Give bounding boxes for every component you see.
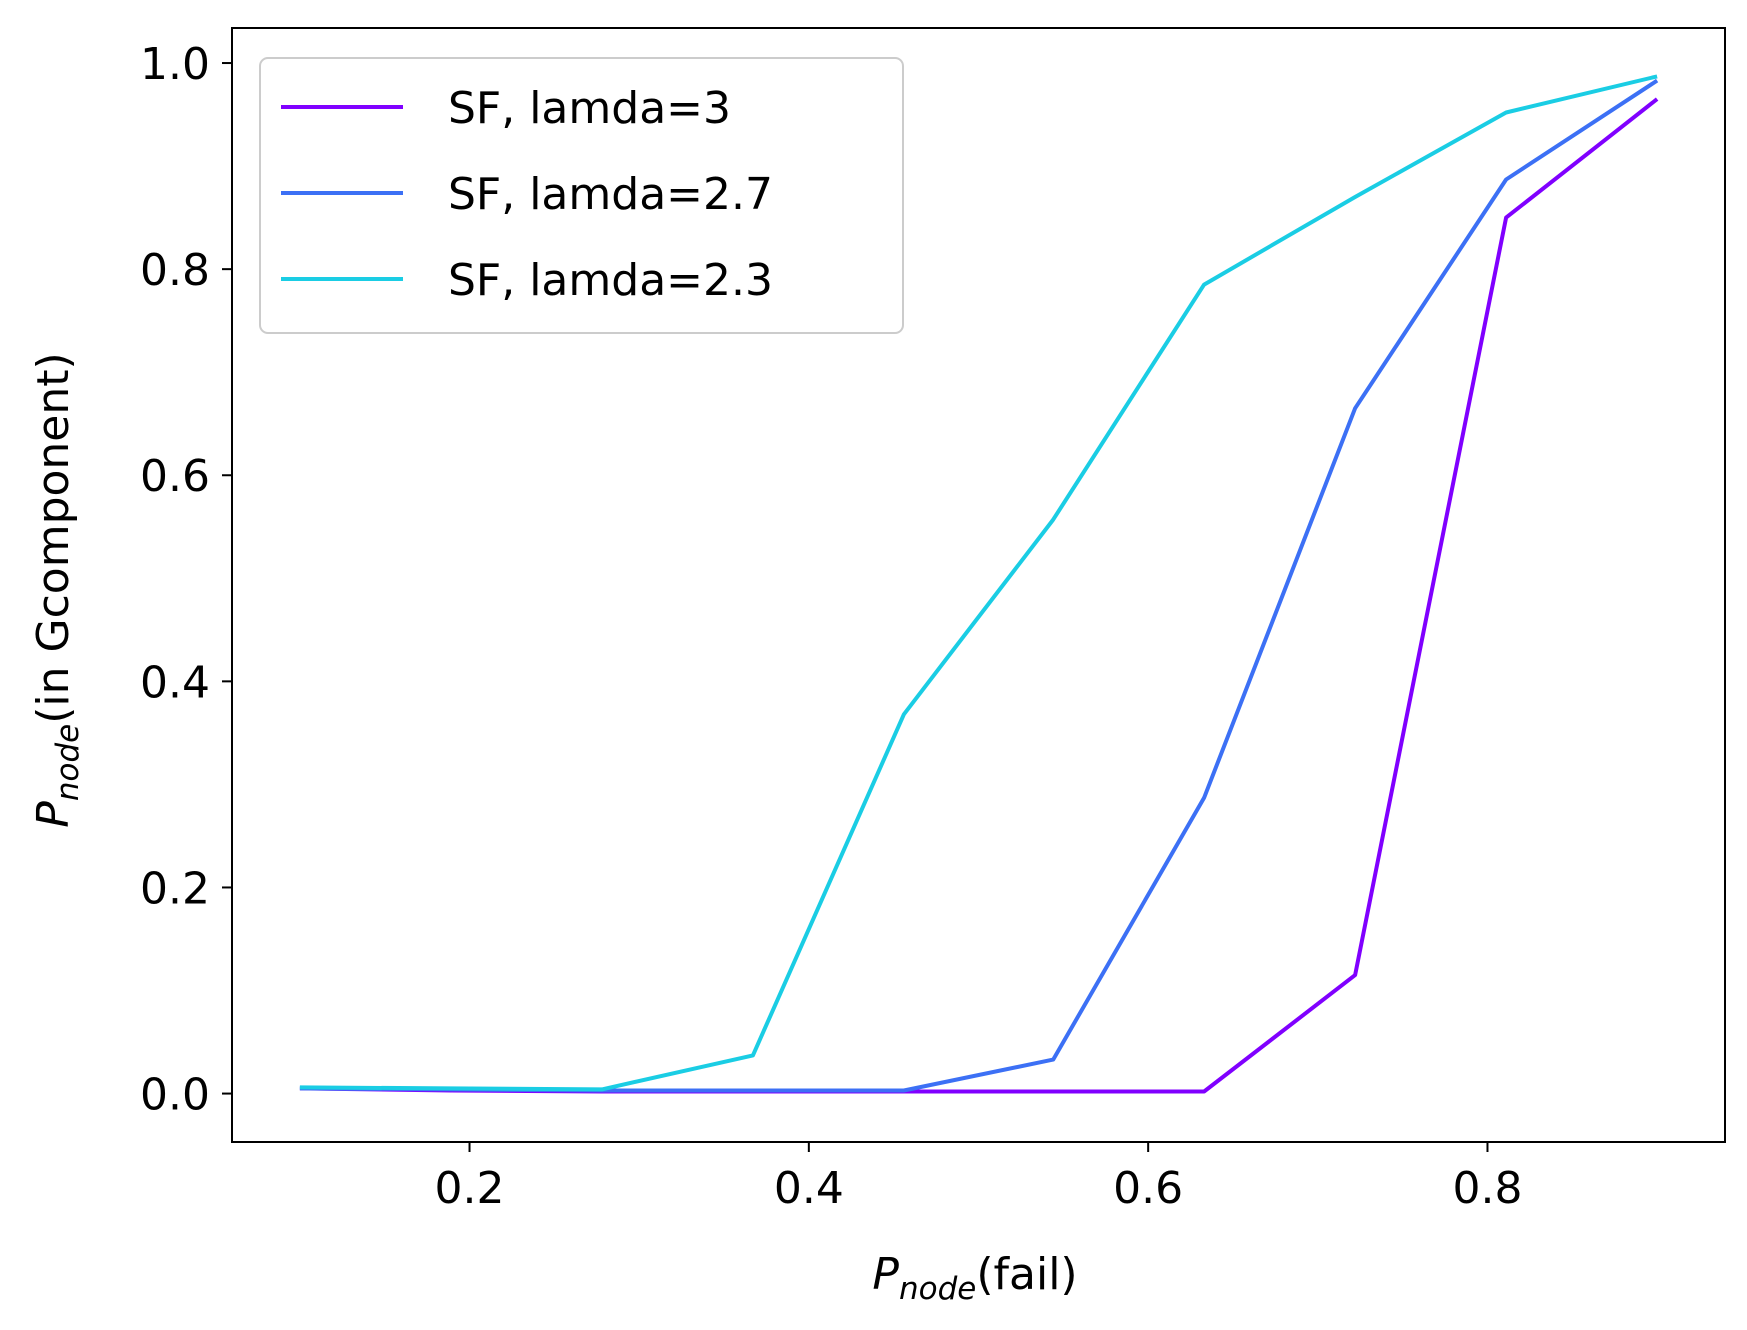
y-tick-label: 0.6 <box>140 451 210 502</box>
y-tick-label: 0.4 <box>140 657 210 708</box>
x-axis-label-rest: (fail) <box>976 1249 1077 1300</box>
x-tick-label: 0.4 <box>774 1163 844 1214</box>
series-line-3 <box>299 74 1658 1092</box>
x-axis-ticks: 0.2 0.4 0.6 0.8 <box>435 1142 1522 1214</box>
y-tick-label: 1.0 <box>140 39 210 90</box>
y-axis-label-rest: (in Gcomponent) <box>28 352 79 723</box>
x-tick-label: 0.6 <box>1113 1163 1183 1214</box>
series-layer <box>299 74 1659 1094</box>
x-axis-label-sub: node <box>899 1271 976 1307</box>
legend: SF, lamda=3 SF, lamda=2.7 SF, lamda=2.3 <box>259 57 904 334</box>
y-axis-label-sub: node <box>50 724 86 801</box>
plot-frame <box>231 27 1726 1143</box>
y-tick-label: 0.8 <box>140 245 210 296</box>
x-tick-label: 0.2 <box>435 1163 505 1214</box>
legend-items: SF, lamda=3 SF, lamda=2.7 SF, lamda=2.3 <box>281 83 773 306</box>
legend-label-2: SF, lamda=2.7 <box>448 169 773 220</box>
x-axis-label-main: P <box>872 1249 899 1300</box>
x-axis-label: Pnode(fail) <box>872 1249 1077 1307</box>
legend-label-3: SF, lamda=2.3 <box>448 255 773 306</box>
y-tick-label: 0.2 <box>140 863 210 914</box>
x-tick-label: 0.8 <box>1452 1163 1522 1214</box>
y-tick-label: 0.0 <box>140 1070 210 1121</box>
y-axis-label-main: P <box>28 801 79 828</box>
legend-box <box>259 57 904 334</box>
y-axis-ticks: 0.0 0.2 0.4 0.6 0.8 1.0 <box>140 39 232 1121</box>
y-axis-label: Pnode(in Gcomponent) <box>28 352 86 827</box>
legend-label-1: SF, lamda=3 <box>448 83 731 134</box>
